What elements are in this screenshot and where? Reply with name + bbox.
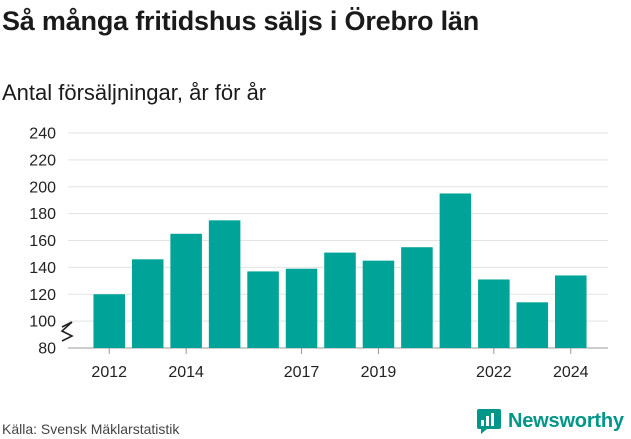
x-tick-label: 2024 <box>553 364 589 381</box>
bar-2016 <box>247 271 279 348</box>
x-tick-label: 2017 <box>284 364 320 381</box>
chart-title: Så många fritidshus säljs i Örebro län <box>2 6 480 36</box>
bar-2018 <box>324 252 356 348</box>
y-tick-label: 100 <box>29 314 56 331</box>
bar-2015 <box>208 220 241 348</box>
source-note: Källa: Svensk Mäklarstatistik <box>2 421 180 437</box>
bar-2023 <box>516 302 549 348</box>
y-tick-label: 240 <box>29 126 56 143</box>
bar-2013 <box>131 259 164 348</box>
y-axis-labels: 80 100 120 140 160 180 200 220 240 <box>29 126 56 358</box>
bar-2024 <box>555 275 587 348</box>
axis-break-icon <box>60 321 74 342</box>
bar-2020 <box>401 247 433 348</box>
x-tick-label: 2012 <box>91 364 127 381</box>
x-axis-labels: 2012 2014 2017 2019 2022 2024 <box>91 348 589 381</box>
bar-2019 <box>362 260 395 348</box>
x-tick-label: 2022 <box>476 364 512 381</box>
y-tick-label: 200 <box>29 179 56 196</box>
chart-subtitle: Antal försäljningar, år för år <box>2 80 267 105</box>
x-tick-label: 2019 <box>361 364 397 381</box>
bar-2012 <box>93 294 125 348</box>
bar-2017 <box>285 268 318 348</box>
y-tick-label: 180 <box>29 206 56 223</box>
y-tick-label: 140 <box>29 260 56 277</box>
bar-2022 <box>478 279 510 348</box>
y-tick-label: 220 <box>29 152 56 169</box>
y-tick-label: 80 <box>38 341 56 358</box>
brand-logo: Newsworthy <box>476 408 624 434</box>
bar-2021 <box>439 193 472 348</box>
newsworthy-logo-icon <box>477 409 501 434</box>
brand-name: Newsworthy <box>508 409 624 432</box>
bar-2014 <box>170 233 202 348</box>
bars <box>93 193 587 348</box>
x-tick-label: 2014 <box>168 364 204 381</box>
y-tick-label: 160 <box>29 233 56 250</box>
y-tick-label: 120 <box>29 287 56 304</box>
